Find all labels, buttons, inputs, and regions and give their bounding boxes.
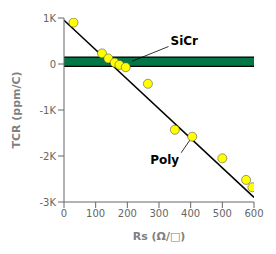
svg-text:-2K: -2K bbox=[39, 151, 56, 162]
svg-text:Rs (Ω/□): Rs (Ω/□) bbox=[133, 230, 186, 243]
svg-text:300: 300 bbox=[149, 208, 168, 219]
svg-text:Poly: Poly bbox=[150, 153, 179, 167]
svg-text:SiCr: SiCr bbox=[171, 34, 199, 48]
svg-text:-1K: -1K bbox=[39, 105, 56, 116]
svg-text:1K: 1K bbox=[43, 13, 56, 24]
svg-text:200: 200 bbox=[118, 208, 137, 219]
svg-text:0: 0 bbox=[50, 59, 56, 70]
svg-text:400: 400 bbox=[181, 208, 200, 219]
svg-text:TCR (ppm/C): TCR (ppm/C) bbox=[10, 71, 23, 148]
svg-text:0: 0 bbox=[61, 208, 67, 219]
svg-text:600: 600 bbox=[244, 208, 263, 219]
svg-text:100: 100 bbox=[86, 208, 105, 219]
svg-text:-3K: -3K bbox=[39, 197, 56, 208]
svg-text:500: 500 bbox=[213, 208, 232, 219]
